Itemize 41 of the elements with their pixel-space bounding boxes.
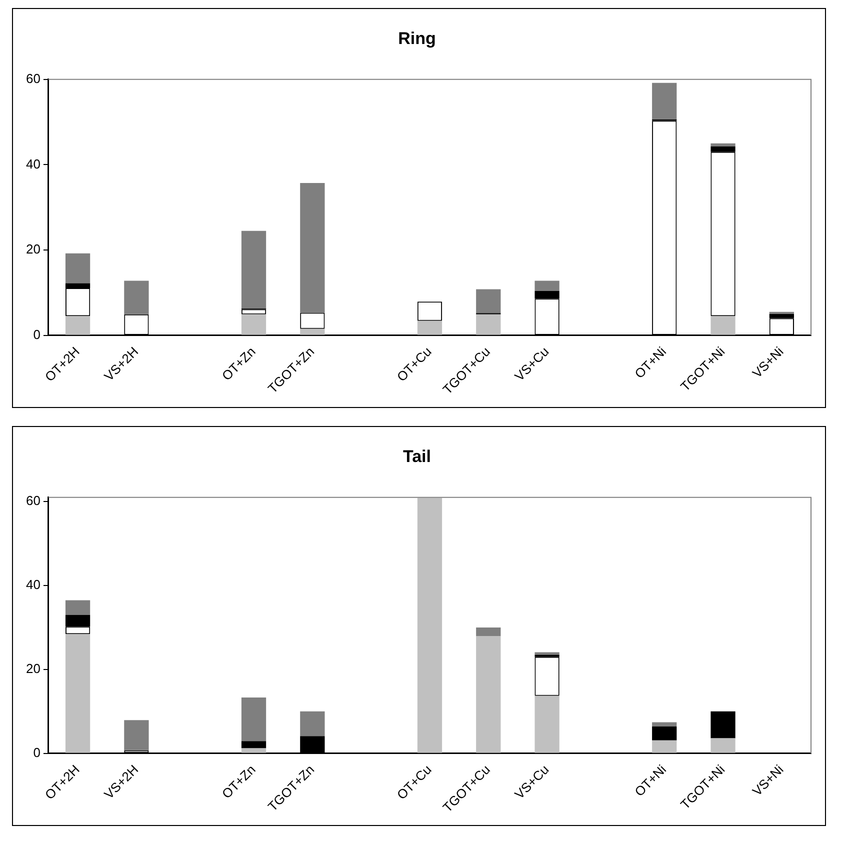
- bar: [300, 328, 325, 335]
- bar: [652, 82, 677, 120]
- bar: [65, 253, 90, 284]
- bar: [241, 230, 266, 308]
- bar: [124, 280, 149, 314]
- bar: [300, 183, 325, 313]
- bar: [534, 696, 560, 753]
- y-tick-label: 20: [26, 242, 40, 257]
- bar: [534, 652, 560, 655]
- bar: [124, 720, 149, 750]
- bar: [476, 627, 501, 636]
- y-tick-label: 40: [26, 577, 40, 592]
- bar: [710, 316, 736, 335]
- bar: [300, 711, 325, 736]
- chart-title: Ring: [398, 28, 436, 48]
- bar: [476, 289, 501, 314]
- bar: [652, 726, 677, 740]
- bar: [417, 320, 442, 335]
- bar: [241, 741, 266, 748]
- y-tick-label: 20: [26, 660, 40, 676]
- bar: [65, 634, 90, 753]
- bar: [241, 314, 266, 335]
- y-tick-label: 0: [33, 744, 40, 760]
- bar: [476, 636, 501, 753]
- bar: [241, 698, 266, 742]
- bar: [65, 316, 90, 335]
- chart-title: Tail: [402, 446, 432, 466]
- bar: [241, 748, 266, 753]
- bar: [534, 280, 560, 291]
- y-tick-label: 40: [26, 156, 40, 172]
- bar: [710, 143, 736, 146]
- y-tick-label: 60: [26, 493, 40, 508]
- bar: [710, 738, 736, 753]
- bar: [476, 314, 501, 335]
- y-tick-label: 0: [33, 326, 40, 342]
- bar: [652, 740, 677, 753]
- bar: [710, 711, 736, 738]
- bar: [417, 498, 442, 753]
- y-tick-label: 60: [26, 70, 40, 86]
- bar: [65, 600, 90, 615]
- bar: [652, 722, 677, 726]
